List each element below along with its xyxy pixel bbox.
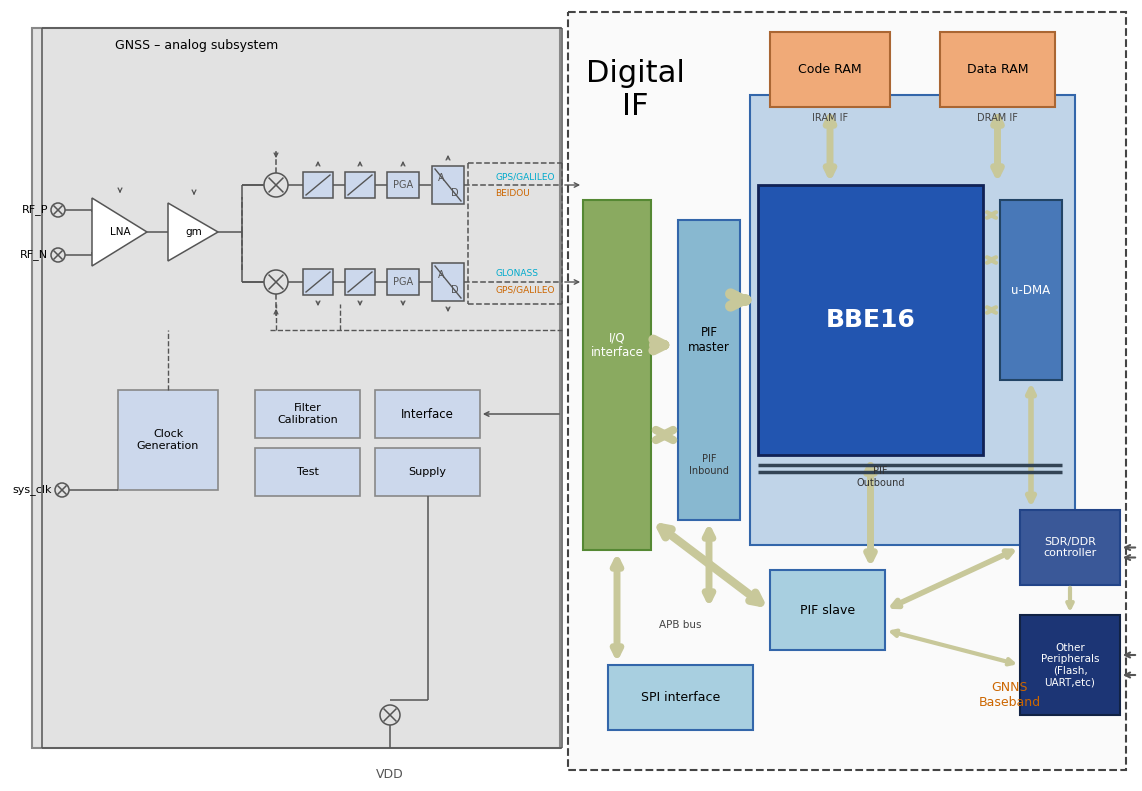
Text: Interface: Interface bbox=[401, 407, 453, 421]
Bar bbox=[255, 448, 360, 496]
Text: sys_clk: sys_clk bbox=[13, 485, 53, 495]
Text: D: D bbox=[451, 187, 459, 198]
Text: I/Q
interface: I/Q interface bbox=[590, 331, 643, 359]
Text: APB bus: APB bus bbox=[659, 620, 701, 630]
Bar bbox=[1020, 510, 1120, 585]
Text: PGA: PGA bbox=[393, 180, 413, 190]
Text: PGA: PGA bbox=[393, 277, 413, 287]
Text: GPS/GALILEO: GPS/GALILEO bbox=[494, 172, 555, 181]
Text: Test: Test bbox=[297, 467, 319, 477]
Text: PIF slave: PIF slave bbox=[799, 604, 855, 616]
Text: Code RAM: Code RAM bbox=[798, 63, 862, 76]
Bar bbox=[758, 185, 983, 455]
Text: gm: gm bbox=[186, 227, 202, 237]
Text: BBE16: BBE16 bbox=[826, 308, 916, 332]
Text: PIF
Outbound: PIF Outbound bbox=[856, 466, 904, 488]
Bar bbox=[432, 166, 464, 204]
Bar bbox=[303, 172, 333, 198]
Bar bbox=[608, 665, 753, 730]
Text: A: A bbox=[437, 172, 444, 183]
Text: VDD: VDD bbox=[376, 769, 404, 782]
Text: DRAM IF: DRAM IF bbox=[978, 113, 1018, 123]
Text: Filter
Calibration: Filter Calibration bbox=[278, 403, 338, 425]
Bar bbox=[118, 390, 218, 490]
Bar bbox=[255, 390, 360, 438]
Text: GNNS
Baseband: GNNS Baseband bbox=[979, 681, 1042, 709]
Text: SDR/DDR
controller: SDR/DDR controller bbox=[1044, 537, 1096, 558]
Bar bbox=[387, 172, 419, 198]
Text: GPS/GALILEO: GPS/GALILEO bbox=[494, 286, 555, 294]
Polygon shape bbox=[168, 203, 218, 261]
Text: Data RAM: Data RAM bbox=[967, 63, 1028, 76]
Text: A: A bbox=[437, 270, 444, 279]
Text: RF_N: RF_N bbox=[19, 249, 48, 260]
Text: GNSS – analog subsystem: GNSS – analog subsystem bbox=[115, 39, 279, 51]
Bar bbox=[345, 172, 375, 198]
Text: IRAM IF: IRAM IF bbox=[812, 113, 849, 123]
Bar bbox=[32, 28, 560, 748]
Bar bbox=[345, 269, 375, 295]
Bar bbox=[1020, 615, 1120, 715]
Bar bbox=[770, 570, 885, 650]
Bar bbox=[940, 32, 1055, 107]
Bar bbox=[375, 390, 480, 438]
Text: LNA: LNA bbox=[110, 227, 130, 237]
Bar bbox=[568, 12, 1126, 770]
Text: PIF
Inbound: PIF Inbound bbox=[689, 454, 729, 476]
Text: RF_P: RF_P bbox=[22, 205, 48, 215]
Bar bbox=[1000, 200, 1062, 380]
Bar bbox=[303, 269, 333, 295]
Bar bbox=[770, 32, 890, 107]
Text: SPI interface: SPI interface bbox=[641, 691, 721, 704]
Text: PIF
master: PIF master bbox=[689, 326, 730, 354]
Text: BEIDOU: BEIDOU bbox=[494, 188, 530, 198]
Polygon shape bbox=[93, 198, 147, 266]
Text: Other
Peripherals
(Flash,
UART,etc): Other Peripherals (Flash, UART,etc) bbox=[1040, 642, 1100, 687]
Bar bbox=[387, 269, 419, 295]
Bar bbox=[375, 448, 480, 496]
Text: u-DMA: u-DMA bbox=[1012, 283, 1051, 297]
Text: Digital
IF: Digital IF bbox=[586, 59, 684, 121]
Text: Supply: Supply bbox=[409, 467, 447, 477]
Bar bbox=[750, 95, 1075, 545]
Bar bbox=[432, 263, 464, 301]
Text: Clock
Generation: Clock Generation bbox=[137, 430, 199, 451]
Bar bbox=[584, 200, 651, 550]
Text: D: D bbox=[451, 285, 459, 294]
Bar bbox=[678, 220, 740, 520]
Text: GLONASS: GLONASS bbox=[494, 270, 538, 278]
